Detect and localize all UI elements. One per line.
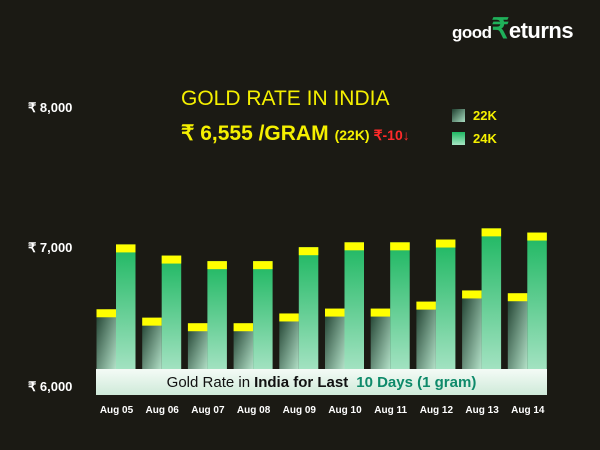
bar-cap — [142, 317, 162, 326]
banner-bold-text: India for Last — [254, 373, 349, 391]
bar-cap — [279, 313, 299, 322]
bar-22k — [142, 317, 162, 372]
bar-cap — [187, 323, 208, 332]
x-tick-label: Aug 06 — [145, 405, 179, 416]
bar-24k — [161, 255, 182, 372]
bar-cap — [344, 242, 364, 251]
bar-22k — [507, 293, 528, 372]
bar-cap — [161, 255, 182, 264]
y-tick-label: ₹ 6,000 — [28, 379, 73, 394]
legend-swatch-22k — [452, 109, 465, 122]
chart-banner: Gold Rate in India for Last 10 Days (1 gra… — [96, 369, 547, 395]
bar-24k — [527, 232, 547, 372]
bar-cap — [390, 242, 410, 251]
x-tick-label: Aug 05 — [99, 405, 134, 416]
bar-cap — [325, 308, 345, 317]
legend: 22K 24K — [452, 104, 497, 150]
x-tick-label: Aug 07 — [191, 405, 225, 416]
y-tick-label: ₹ 7,000 — [28, 240, 73, 255]
bar-24k — [390, 242, 410, 372]
logo-text-2: eturns — [508, 18, 574, 43]
bar-24k — [207, 261, 227, 372]
legend-swatch-24k — [452, 132, 465, 145]
x-tick-label: Aug 12 — [419, 405, 454, 416]
bar-cap — [481, 228, 502, 237]
bar-cap — [207, 261, 227, 270]
bar-cap — [253, 261, 273, 270]
logo-rupee: ₹ — [491, 13, 510, 44]
x-tick-label: Aug 08 — [236, 405, 271, 416]
x-tick-label: Aug 10 — [328, 405, 362, 416]
bar-22k — [233, 323, 254, 372]
bar-24k — [116, 244, 136, 372]
price-line: ₹ 6,555 /GRAM (22K) ₹-10↓ — [181, 121, 410, 146]
logo-text: good — [452, 23, 492, 42]
bar-24k — [298, 247, 319, 372]
chart-title: GOLD RATE IN INDIA — [181, 87, 390, 110]
bar-22k — [462, 290, 482, 372]
bar-22k — [370, 308, 391, 372]
bar-22k — [96, 309, 116, 372]
y-tick-label: ₹ 8,000 — [28, 100, 73, 115]
goodreturns-logo: good₹eturns — [452, 12, 574, 45]
bar-cap — [96, 309, 116, 318]
bar-22k — [187, 323, 208, 372]
x-tick-label: Aug 11 — [374, 405, 408, 416]
bar-24k — [344, 242, 364, 372]
banner-highlight-text: 10 Days (1 gram) — [356, 373, 477, 391]
bar-cap — [462, 290, 482, 299]
bar-cap — [298, 247, 319, 256]
bar-cap — [233, 323, 254, 332]
bar-24k — [253, 261, 273, 372]
price-unit: (22K) — [334, 127, 370, 143]
bar-cap — [527, 232, 547, 241]
bar-cap — [435, 239, 456, 248]
bar-cap — [507, 293, 528, 302]
bar-cap — [116, 244, 136, 253]
bar-22k — [325, 308, 345, 372]
x-tick-label: Aug 14 — [511, 405, 545, 416]
price-value: ₹ 6,555 /GRAM — [181, 122, 329, 145]
legend-label-22k: 22K — [473, 108, 497, 123]
legend-label-24k: 24K — [473, 131, 497, 146]
bar-cap — [370, 308, 391, 317]
bar-24k — [481, 228, 502, 372]
x-tick-label: Aug 13 — [465, 405, 499, 416]
legend-item-22k: 22K — [452, 104, 497, 127]
bar-24k — [435, 239, 456, 372]
bar-cap — [416, 301, 436, 310]
banner-text: Gold Rate in — [166, 373, 251, 391]
bar-22k — [279, 313, 299, 372]
price-change: ₹-10↓ — [373, 127, 410, 143]
legend-item-24k: 24K — [452, 127, 497, 150]
bar-22k — [416, 301, 436, 372]
x-tick-label: Aug 09 — [282, 405, 316, 416]
